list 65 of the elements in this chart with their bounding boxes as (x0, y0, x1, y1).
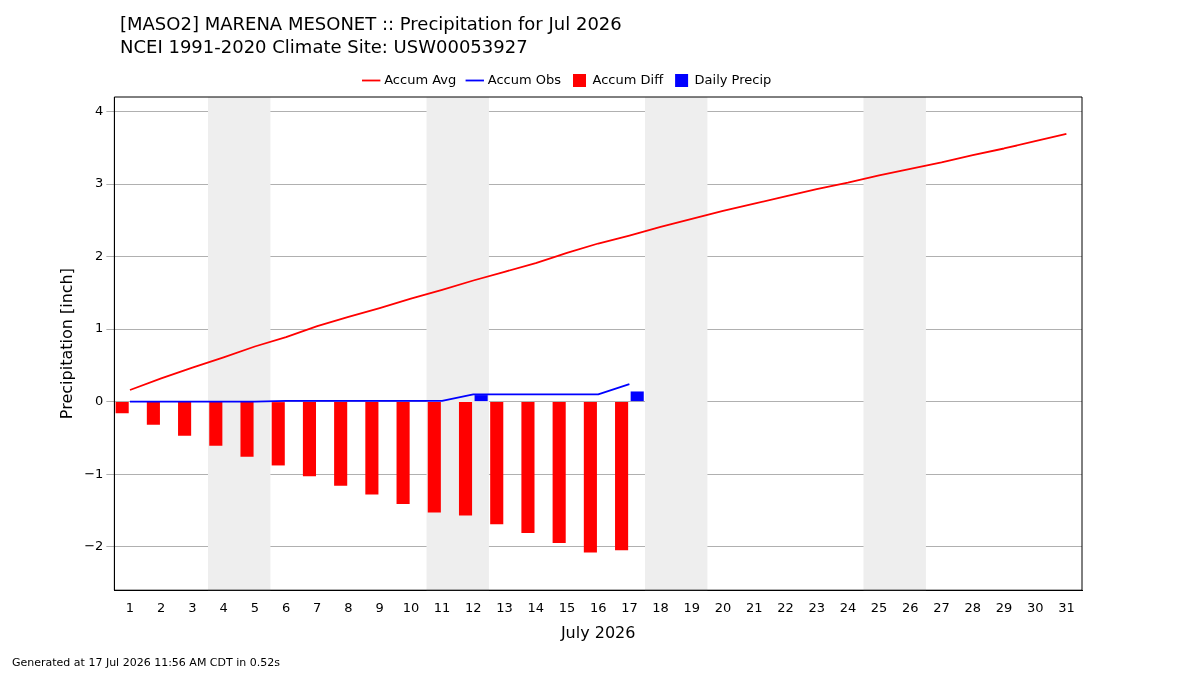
x-tick-label: 1 (125, 600, 135, 616)
x-tick-label: 29 (995, 600, 1013, 616)
x-tick-label: 30 (1026, 600, 1044, 616)
x-tick-label: 15 (558, 600, 576, 616)
x-tick-label: 20 (714, 600, 732, 616)
x-tick-label: 31 (1058, 600, 1075, 616)
x-tick-label: 18 (652, 600, 669, 616)
x-tick-label: 5 (250, 600, 259, 616)
x-tick-label: 7 (313, 600, 322, 616)
chart-title: [MASO2] MARENA MESONET :: Precipitation for Jul 2026 (120, 12, 622, 35)
bar (630, 391, 644, 402)
bar (552, 402, 566, 544)
bar (209, 402, 223, 446)
bar (240, 402, 254, 457)
chart-subtitle: NCEI 1991-2020 Climate Site: USW00053927 (120, 35, 529, 58)
x-tick-label: 6 (281, 600, 291, 616)
x-tick-label: 2 (157, 600, 166, 616)
y-tick-label: 1 (95, 320, 104, 336)
text: Generated at 17 Jul 2026 11:56 AM CDT in 0.52s (12, 656, 280, 669)
y-tick-label: 3 (95, 175, 104, 191)
x-tick-label: 9 (375, 600, 384, 616)
y-tick-label: −1 (84, 465, 104, 481)
y-axis-title: Precipitation [inch] (56, 268, 76, 420)
bar (334, 402, 348, 486)
legend-label: Accum Obs (487, 71, 562, 87)
x-tick-label: 13 (496, 600, 513, 616)
x-tick-label: 23 (808, 600, 825, 616)
y-tick-label: 2 (95, 247, 104, 263)
y-tick-label: 4 (95, 102, 104, 118)
x-tick-label: 4 (219, 600, 228, 616)
y-tick-label: −2 (84, 538, 104, 554)
bar (178, 402, 192, 436)
x-tick-label: 21 (745, 600, 763, 616)
bar (615, 402, 629, 551)
x-tick-label: 14 (527, 600, 545, 616)
x-tick-label: 10 (402, 600, 420, 616)
x-tick-label: 22 (777, 600, 794, 616)
bar (490, 402, 504, 525)
x-tick-label: 17 (621, 600, 638, 616)
x-tick-label: 27 (933, 600, 950, 616)
bar (427, 402, 441, 513)
bar (365, 402, 379, 495)
legend-label: Accum Diff (592, 71, 665, 87)
x-tick-label: 11 (433, 600, 451, 616)
bar (521, 402, 535, 533)
y-tick-label: 0 (95, 393, 104, 408)
x-tick-label: 19 (683, 600, 701, 616)
bar (115, 402, 129, 414)
x-tick-label: 3 (188, 600, 197, 616)
x-tick-label: 8 (344, 600, 353, 616)
legend-label: Daily Precip (694, 71, 772, 87)
x-tick-label: 24 (839, 600, 857, 616)
bar (458, 402, 473, 516)
bar (302, 402, 317, 477)
x-axis-title: July 2026 (559, 622, 636, 642)
x-tick-label: 28 (964, 600, 982, 616)
x-tick-label: 12 (465, 600, 482, 616)
bar (146, 402, 160, 425)
bar (583, 402, 597, 553)
bar (396, 402, 410, 504)
x-tick-label: 16 (589, 600, 607, 616)
x-tick-label: 25 (870, 600, 888, 616)
legend-label: Accum Avg (384, 71, 457, 87)
x-tick-label: 26 (902, 600, 919, 616)
bar (271, 402, 285, 466)
